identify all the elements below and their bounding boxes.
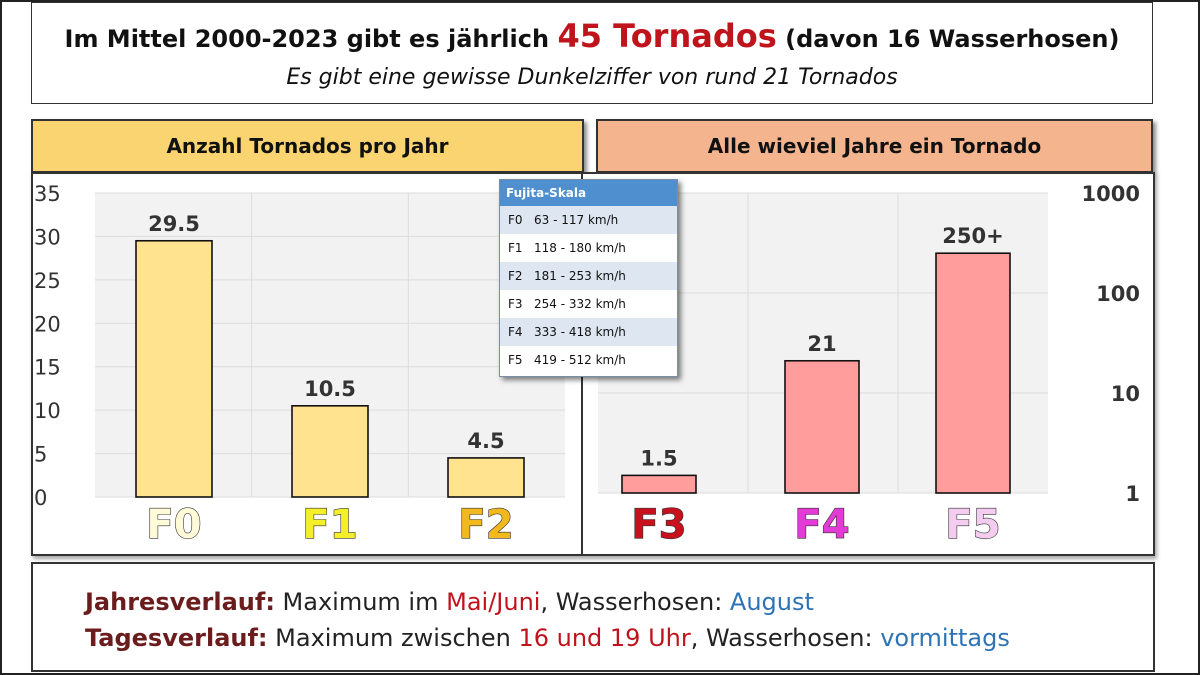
footer-box: Jahresverlauf: Maximum im Mai/Juni, Wass… xyxy=(31,562,1155,672)
footer-line-daily: Tagesverlauf: Maximum zwischen 16 und 19… xyxy=(85,624,1010,652)
y-tick-label: 1000 xyxy=(1082,182,1140,206)
annual-peak: Mai/Juni xyxy=(446,588,541,616)
category-label-f4: F4 xyxy=(794,502,849,548)
y-tick-label: 1 xyxy=(1125,482,1140,506)
daily-peak: 16 und 19 Uhr xyxy=(518,624,691,652)
fujita-range: 419 - 512 km/h xyxy=(534,353,626,367)
fujita-range: 63 - 117 km/h xyxy=(534,213,619,227)
daily-label: Tagesverlauf: xyxy=(85,624,268,652)
fujita-range: 333 - 418 km/h xyxy=(534,325,626,339)
data-label: 1.5 xyxy=(640,446,677,470)
y-tick-label: 15 xyxy=(34,356,61,380)
y-tick-label: 20 xyxy=(34,312,61,336)
headline-pre: Im Mittel 2000-2023 gibt es jährlich xyxy=(64,25,550,53)
data-label: 250+ xyxy=(942,224,1003,248)
data-label: 21 xyxy=(807,332,836,356)
annual-waterspout: August xyxy=(729,588,814,616)
fujita-range: 181 - 253 km/h xyxy=(534,269,626,283)
annual-label: Jahresverlauf: xyxy=(85,588,275,616)
daily-text-a: Maximum zwischen xyxy=(267,624,519,652)
daily-text-c: , Wasserhosen: xyxy=(690,624,881,652)
bar-f2 xyxy=(447,457,525,498)
category-label-f1: F1 xyxy=(302,502,357,548)
bar-f5 xyxy=(935,252,1011,494)
category-label-f0: F0 xyxy=(146,502,201,548)
bar-f4 xyxy=(784,359,860,494)
annual-text-c: , Wasserhosen: xyxy=(540,588,730,616)
y-tick-label: 100 xyxy=(1096,282,1140,306)
subheadline: Es gibt eine gewisse Dunkelziffer von ru… xyxy=(286,65,898,90)
headline-post: (davon 16 Wasserhosen) xyxy=(785,25,1120,53)
footer-line-annual: Jahresverlauf: Maximum im Mai/Juni, Wass… xyxy=(85,588,814,616)
category-label-f3: F3 xyxy=(631,502,686,548)
fujita-row-f2: F2 181 - 253 km/h xyxy=(500,262,677,290)
y-tick-label: 0 xyxy=(34,486,47,510)
y-tick-label: 25 xyxy=(34,269,61,293)
fujita-row-f3: F3 254 - 332 km/h xyxy=(500,290,677,318)
fujita-row-f0: F0 63 - 117 km/h xyxy=(500,206,677,234)
fujita-row-f4: F4 333 - 418 km/h xyxy=(500,318,677,346)
data-label: 10.5 xyxy=(304,377,356,401)
annual-text-a: Maximum im xyxy=(274,588,447,616)
fujita-scale-legend: Fujita-Skala F0 63 - 117 km/h F1 118 - 180 … xyxy=(499,179,678,377)
fujita-class: F1 xyxy=(508,241,523,255)
fujita-scale-rows: F0 63 - 117 km/h F1 118 - 180 km/h F2 181 - 2… xyxy=(500,206,677,374)
category-label-f5: F5 xyxy=(945,502,1000,548)
bar-f0 xyxy=(135,239,213,498)
headline: Im Mittel 2000-2023 gibt es jährlich 45 … xyxy=(32,17,1152,55)
data-label: 4.5 xyxy=(467,429,504,453)
fujita-range: 254 - 332 km/h xyxy=(534,297,626,311)
fujita-scale-title: Fujita-Skala xyxy=(500,180,677,206)
fujita-range: 118 - 180 km/h xyxy=(534,241,626,255)
fujita-class: F4 xyxy=(508,325,523,339)
data-label: 29.5 xyxy=(148,212,200,236)
category-label-f2: F2 xyxy=(458,502,513,548)
y-tick-label: 5 xyxy=(34,443,47,467)
headline-highlight: 45 Tornados xyxy=(557,17,777,55)
daily-waterspout: vormittags xyxy=(880,624,1010,652)
y-tick-label: 30 xyxy=(34,225,61,249)
header-box: Im Mittel 2000-2023 gibt es jährlich 45 … xyxy=(31,2,1153,104)
fujita-row-f1: F1 118 - 180 km/h xyxy=(500,234,677,262)
fujita-class: F0 xyxy=(508,213,523,227)
fujita-row-f5: F5 419 - 512 km/h xyxy=(500,346,677,374)
bar-f1 xyxy=(291,404,369,498)
fujita-class: F5 xyxy=(508,353,523,367)
y-tick-label: 10 xyxy=(1111,382,1140,406)
y-tick-label: 35 xyxy=(34,182,61,206)
fujita-class: F3 xyxy=(508,297,523,311)
y-tick-label: 10 xyxy=(34,399,61,423)
bar-f3 xyxy=(621,474,697,494)
fujita-class: F2 xyxy=(508,269,523,283)
